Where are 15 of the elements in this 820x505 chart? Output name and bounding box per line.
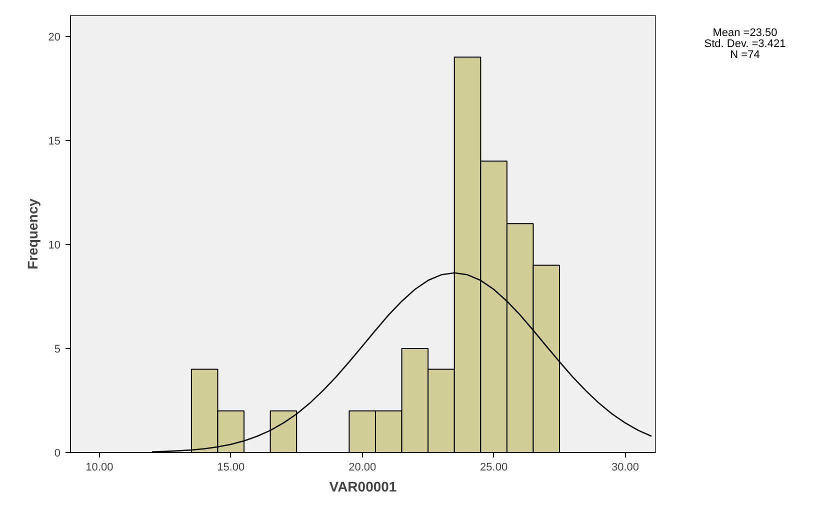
y-tick-label: 10	[48, 239, 61, 252]
text: N =74	[730, 49, 760, 61]
y-tick-label: 5	[54, 343, 61, 356]
text: Mean =23.50	[712, 27, 778, 39]
x-tick-label: 15.00	[217, 462, 245, 474]
y-tick-label: 20	[48, 31, 61, 44]
x-tick-label: 20.00	[348, 462, 376, 474]
x-axis-title: VAR00001	[329, 478, 397, 494]
x-tick-label: 30.00	[612, 462, 640, 474]
x-tick-label: 10.00	[86, 462, 114, 474]
text: Std. Dev. =3.421	[704, 38, 786, 50]
x-tick-label: 25.00	[480, 462, 508, 474]
y-tick-label: 15	[48, 135, 61, 148]
y-axis-title: Frequency	[24, 198, 40, 270]
y-tick-label: 0	[54, 448, 61, 460]
